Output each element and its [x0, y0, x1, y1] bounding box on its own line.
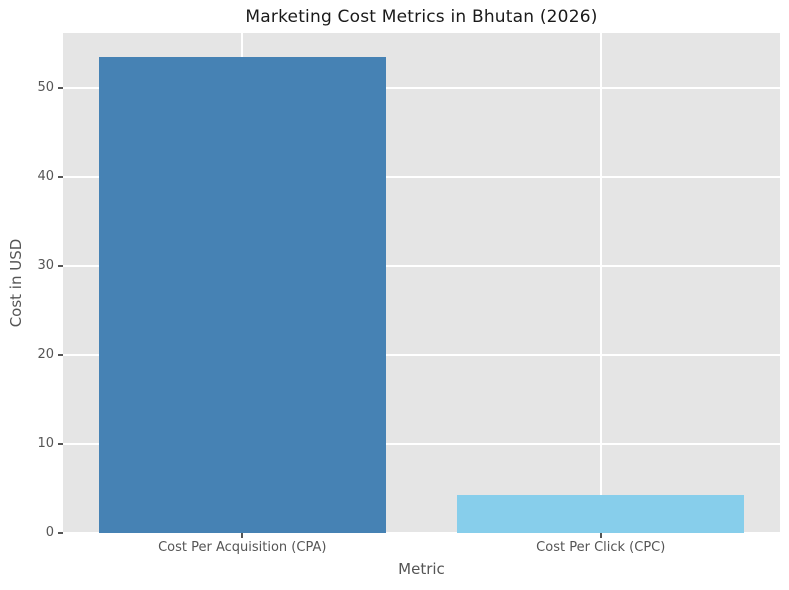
plot-area	[63, 33, 780, 533]
y-tick-mark	[58, 532, 63, 534]
y-tick-label: 30	[37, 257, 54, 273]
x-tick-label: Cost Per Click (CPC)	[536, 540, 666, 555]
y-tick-mark	[58, 264, 63, 267]
y-axis-label: Cost in USD	[7, 238, 25, 328]
x-tick-mark	[599, 533, 602, 538]
bar	[98, 56, 386, 533]
x-axis-label: Metric	[398, 560, 445, 578]
x-tick-mark	[241, 533, 244, 538]
gridline	[63, 264, 780, 267]
gridline	[63, 175, 780, 178]
y-tick-label: 50	[37, 79, 54, 95]
bar	[457, 494, 745, 533]
gridline	[63, 442, 780, 445]
gridline	[63, 353, 780, 356]
y-tick-mark	[58, 442, 63, 445]
y-tick-label: 10	[37, 435, 54, 451]
y-tick-mark	[58, 86, 63, 89]
y-tick-label: 0	[45, 525, 54, 540]
y-tick-mark	[58, 175, 63, 178]
gridline	[63, 86, 780, 89]
gridline	[63, 532, 780, 533]
y-tick-mark	[58, 353, 63, 356]
chart-title: Marketing Cost Metrics in Bhutan (2026)	[245, 7, 598, 27]
y-tick-label: 40	[37, 168, 54, 184]
y-tick-label: 20	[37, 346, 54, 362]
gridline	[599, 33, 602, 533]
x-tick-label: Cost Per Acquisition (CPA)	[158, 540, 327, 555]
